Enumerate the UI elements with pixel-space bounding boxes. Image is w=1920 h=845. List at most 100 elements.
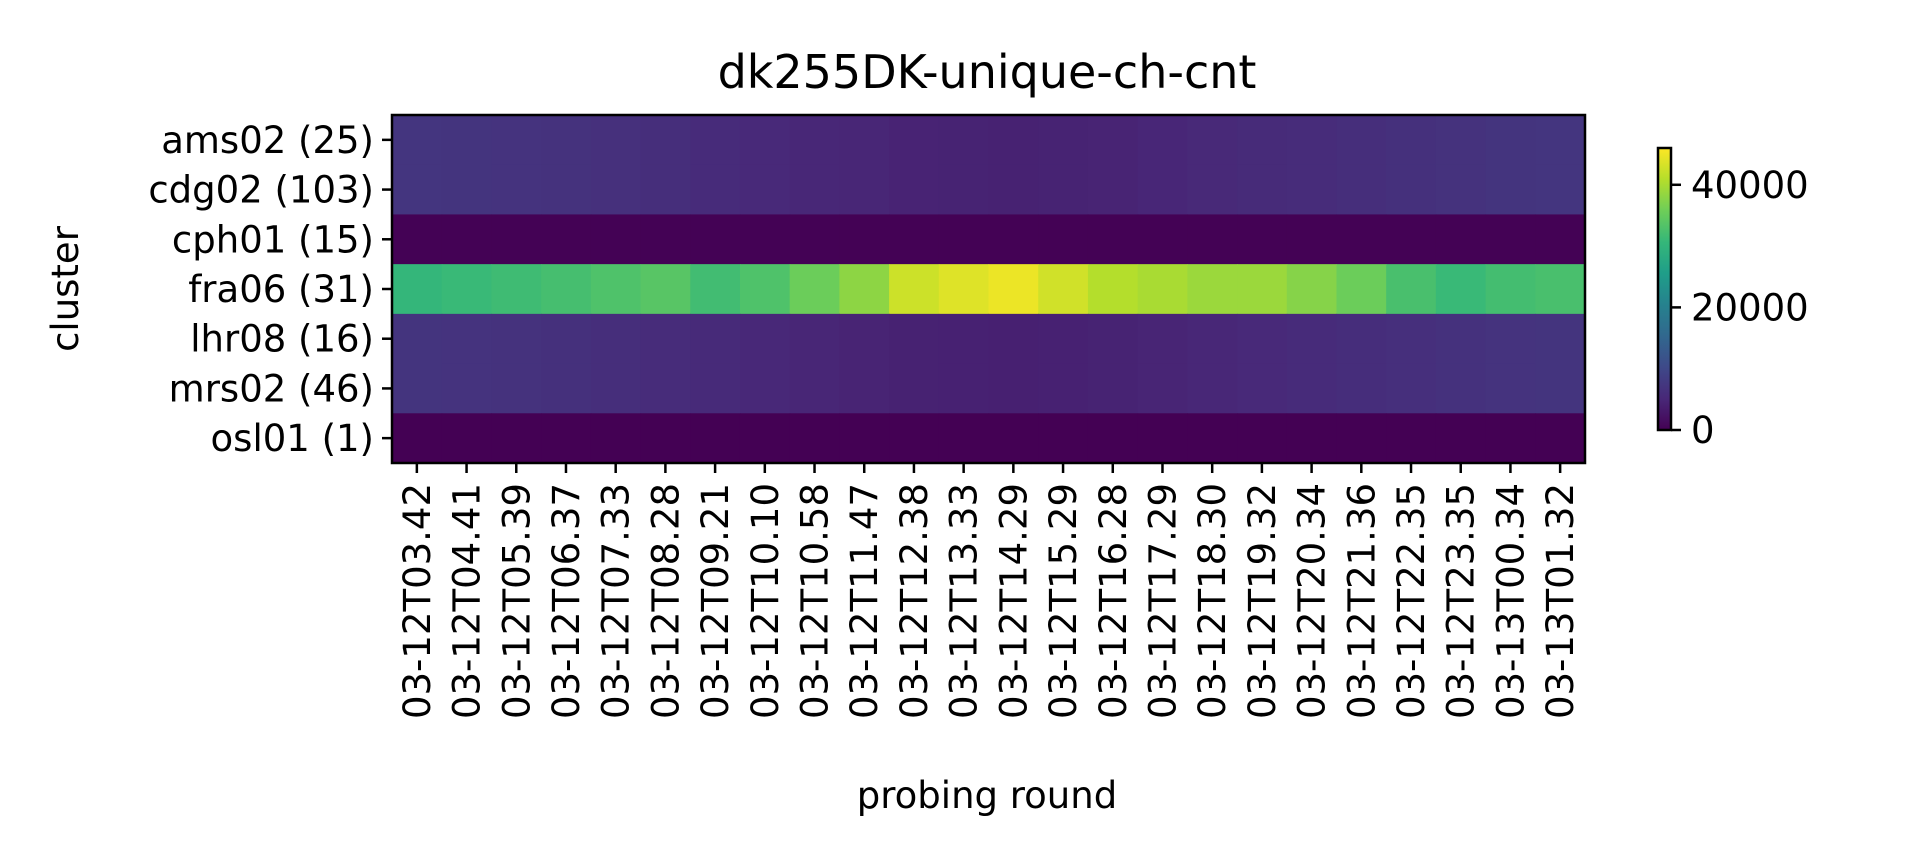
heatmap-cell (1237, 313, 1288, 365)
heatmap-cell (541, 164, 592, 216)
heatmap-cell (1535, 115, 1586, 166)
heatmap-cell (988, 214, 1039, 265)
heatmap-cell (1386, 164, 1437, 216)
x-tick-label: 03-12T04.41 (446, 483, 489, 719)
heatmap-cell (590, 363, 642, 414)
heatmap-cell (1038, 164, 1089, 216)
heatmap-cell (491, 264, 542, 315)
x-tick-label: 03-12T05.39 (495, 483, 538, 719)
heatmap-cell (1038, 413, 1089, 464)
heatmap-cell (1137, 413, 1188, 464)
x-tick-label: 03-12T15.29 (1042, 483, 1085, 719)
heatmap-cell (1485, 313, 1536, 365)
heatmap-cell (491, 214, 542, 265)
x-tick-label: 03-12T10.58 (794, 483, 837, 719)
heatmap-cell (1386, 214, 1437, 265)
colorbar: 0 20000 40000 (1656, 146, 1809, 452)
heatmap-cell (1485, 413, 1536, 464)
heatmap-cell (988, 363, 1039, 414)
heatmap-cell (1187, 363, 1238, 414)
x-tick-label: 03-12T11.47 (843, 483, 886, 719)
heatmap-cell (839, 363, 890, 414)
chart-title: dk255DK-unique-ch-cnt (718, 45, 1257, 99)
heatmap-cell (640, 115, 691, 166)
x-tick-label: 03-12T23.35 (1440, 483, 1483, 719)
heatmap-cell (690, 413, 741, 464)
heatmap-cell (392, 115, 443, 166)
heatmap-cell (491, 363, 542, 414)
colorbar-tick-label: 0 (1691, 409, 1715, 452)
heatmap-cell (1535, 264, 1586, 315)
heatmap-cell (541, 264, 592, 315)
heatmap-cell (789, 363, 840, 414)
x-axis: 03-12T03.42 03-12T04.41 03-12T05.39 03-12T0… (396, 463, 1582, 719)
y-tick-label: fra06 (31) (188, 268, 374, 311)
heatmap-cell (1336, 363, 1387, 414)
heatmap-cell (1187, 264, 1238, 315)
heatmap-cell (1137, 264, 1188, 315)
heatmap-cell (441, 313, 493, 365)
heatmap-cell (640, 214, 691, 265)
heatmap-cell (1087, 264, 1139, 315)
heatmap-cell (1286, 363, 1338, 414)
heatmap-cell (1087, 214, 1139, 265)
heatmap-cell (541, 115, 592, 166)
heatmap-cell (1435, 363, 1487, 414)
heatmap-cell (541, 214, 592, 265)
heatmap-cell (938, 115, 990, 166)
heatmap-cell (690, 214, 741, 265)
heatmap-cell (491, 413, 542, 464)
heatmap-cell (1386, 413, 1437, 464)
heatmap-cell (938, 363, 990, 414)
heatmap-cell (739, 264, 791, 315)
x-tick-label: 03-13T01.32 (1539, 483, 1582, 719)
heatmap-cell (1485, 164, 1536, 216)
heatmap-cell (839, 313, 890, 365)
heatmap-cell (988, 164, 1039, 216)
heatmap-cell (1038, 264, 1089, 315)
heatmap-cell (1038, 313, 1089, 365)
heatmap-cell (590, 264, 642, 315)
heatmap-cell (739, 363, 791, 414)
heatmap-cell (1038, 214, 1089, 265)
x-tick-label: 03-12T10.10 (744, 483, 787, 719)
heatmap-cell (1087, 115, 1139, 166)
x-tick-label: 03-12T18.30 (1191, 483, 1234, 719)
heatmap-cell (889, 214, 940, 265)
heatmap-cell (590, 214, 642, 265)
heatmap-cell (739, 214, 791, 265)
heatmap-cell (590, 313, 642, 365)
heatmap-cell (1535, 164, 1586, 216)
heatmap-cell (392, 264, 443, 315)
heatmap-cell (1087, 164, 1139, 216)
heatmap-cell (491, 164, 542, 216)
heatmap-cell (441, 264, 493, 315)
y-tick-label: lhr08 (16) (190, 318, 374, 361)
heatmap-cell (392, 214, 443, 265)
heatmap-cell (541, 413, 592, 464)
heatmap-cell (889, 413, 940, 464)
y-tick-label: osl01 (1) (211, 417, 374, 460)
heatmap-cell (739, 115, 791, 166)
heatmap-cell (1038, 363, 1089, 414)
heatmap-cell (1485, 363, 1536, 414)
heatmap-cell (1336, 413, 1387, 464)
heatmap-cell (1286, 264, 1338, 315)
y-tick-label: cph01 (15) (172, 218, 374, 261)
heatmap-cell (590, 413, 642, 464)
heatmap-cell (1087, 413, 1139, 464)
heatmap-cell (1137, 313, 1188, 365)
x-tick-label: 03-12T06.37 (545, 483, 588, 719)
heatmap-cell (1038, 115, 1089, 166)
heatmap-cell (1286, 313, 1338, 365)
heatmap-cell (1336, 313, 1387, 365)
heatmap-cell (1435, 115, 1487, 166)
heatmap-cell (441, 413, 493, 464)
heatmap-cell (1237, 164, 1288, 216)
heatmap-cell (938, 264, 990, 315)
heatmap-cell (1435, 164, 1487, 216)
x-tick-label: 03-12T21.36 (1340, 483, 1383, 719)
heatmap-cell (640, 363, 691, 414)
heatmap-cell (690, 164, 741, 216)
